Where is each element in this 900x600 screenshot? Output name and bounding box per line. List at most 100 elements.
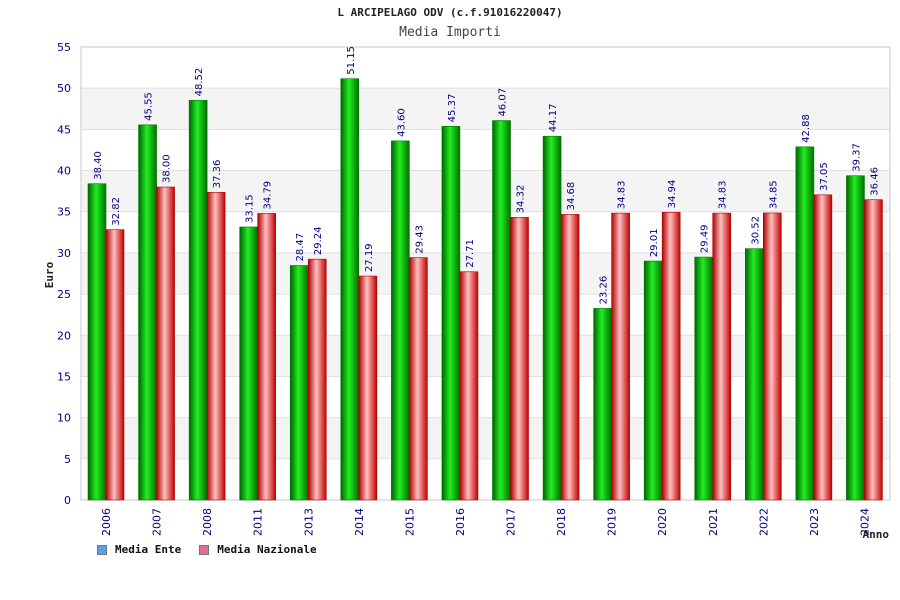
x-tick-label: 2011 [252,508,265,536]
bar-media-ente [846,175,865,501]
bar-media-ente [441,126,461,501]
bar-media-nazionale [358,275,378,501]
x-tick-label: 2023 [808,508,821,536]
x-tick-label: 2019 [606,508,619,536]
value-label-media-ente: 48.52 [194,68,205,97]
legend-item-nazionale: Media Nazionale [199,543,317,556]
bar-media-nazionale [611,212,630,501]
bar-media-nazionale [459,271,479,501]
x-tick-label: 2024 [858,508,871,536]
y-tick-label: 35 [57,206,71,219]
x-tick-label: 2014 [353,508,366,536]
x-tick-label: 2018 [555,508,568,536]
bar-media-ente [795,146,815,501]
value-label-media-nazionale: 34.85 [768,180,779,209]
x-tick-label: 2015 [403,508,416,536]
value-label-media-nazionale: 34.94 [667,180,678,209]
y-tick-label: 5 [64,453,71,466]
value-label-media-ente: 33.15 [245,194,256,223]
y-tick-label: 30 [57,247,71,260]
value-label-media-ente: 43.60 [396,108,407,137]
value-label-media-nazionale: 34.79 [263,181,274,210]
value-label-media-nazionale: 27.71 [465,239,476,268]
bar-media-nazionale [206,191,226,501]
value-label-media-nazionale: 29.24 [313,227,324,256]
bar-media-ente [643,260,663,501]
bar-media-ente [289,265,309,501]
value-label-media-nazionale: 34.83 [617,180,628,209]
value-label-media-ente: 46.07 [498,88,509,117]
grid-band [81,88,890,130]
y-tick-label: 10 [57,412,71,425]
value-label-media-nazionale: 34.83 [718,180,729,209]
value-label-media-nazionale: 37.05 [819,162,830,191]
bar-media-ente [391,140,410,501]
legend-label-ente: Media Ente [115,543,182,556]
value-label-media-nazionale: 32.82 [111,197,122,226]
bar-media-nazionale [105,229,125,501]
plot-frame [80,46,891,501]
bar-media-nazionale [864,199,883,501]
bar-media-nazionale [409,257,428,501]
value-label-media-ente: 51.15 [346,46,357,75]
bar-media-ente [138,124,157,501]
value-label-media-ente: 45.55 [144,92,155,121]
chart-subtitle: Media Importi [399,25,501,40]
legend-item-ente: Media Ente [97,543,181,556]
x-tick-label: 2006 [100,508,113,536]
value-label-media-nazionale: 37.36 [212,160,223,189]
value-label-media-nazionale: 29.43 [414,225,425,254]
legend-swatch-ente [97,544,107,555]
value-label-media-ente: 44.17 [548,104,559,133]
legend: Media Ente Media Nazionale [97,543,317,556]
bar-media-ente [87,183,107,501]
legend-swatch-nazionale [199,544,210,555]
value-label-media-ente: 23.26 [599,276,610,305]
bar-media-ente [239,226,258,501]
value-label-media-nazionale: 36.46 [869,167,880,196]
value-label-media-ente: 30.52 [750,216,761,245]
value-label-media-ente: 38.40 [93,151,104,180]
value-label-media-nazionale: 34.68 [566,182,577,211]
legend-label-nazionale: Media Nazionale [217,543,317,556]
x-tick-label: 2021 [707,508,720,536]
y-tick-label: 45 [57,123,71,136]
bar-media-ente [694,256,714,501]
x-axis-title: Anno [863,528,890,541]
bar-media-ente [492,120,511,501]
x-tick-label: 2013 [302,508,315,536]
y-tick-label: 50 [57,82,71,95]
bar-media-nazionale [763,212,782,501]
value-label-media-nazionale: 27.19 [364,243,375,272]
y-tick-label: 0 [64,494,71,507]
bar-media-nazionale [712,212,732,501]
value-label-media-ente: 28.47 [295,233,306,262]
value-label-media-ente: 29.49 [700,224,711,253]
x-tick-label: 2022 [757,508,770,536]
bar-media-nazionale [257,213,276,501]
y-tick-label: 40 [57,165,71,178]
bar-media-nazionale [510,217,529,501]
bar-media-nazionale [661,211,681,501]
x-tick-label: 2020 [656,508,669,536]
chart-title: L ARCIPELAGO ODV (c.f.91016220047) [337,6,563,19]
bar-media-ente [340,78,360,501]
value-label-media-nazionale: 34.32 [516,185,527,214]
value-label-media-ente: 45.37 [447,94,458,123]
value-label-media-nazionale: 38.00 [162,154,173,183]
bar-media-nazionale [156,186,175,501]
bar-media-ente [542,135,562,501]
bar-media-ente [745,248,764,501]
bar-media-ente [188,100,208,501]
y-axis-title: Euro [43,261,56,288]
x-tick-label: 2008 [201,508,214,536]
y-tick-label: 55 [57,41,71,54]
value-label-media-ente: 42.88 [801,114,812,143]
y-tick-label: 15 [57,370,71,383]
bar-media-nazionale [560,214,580,501]
y-tick-label: 25 [57,288,71,301]
bar-media-nazionale [307,258,327,501]
y-tick-label: 20 [57,329,71,342]
x-tick-label: 2007 [151,508,164,536]
